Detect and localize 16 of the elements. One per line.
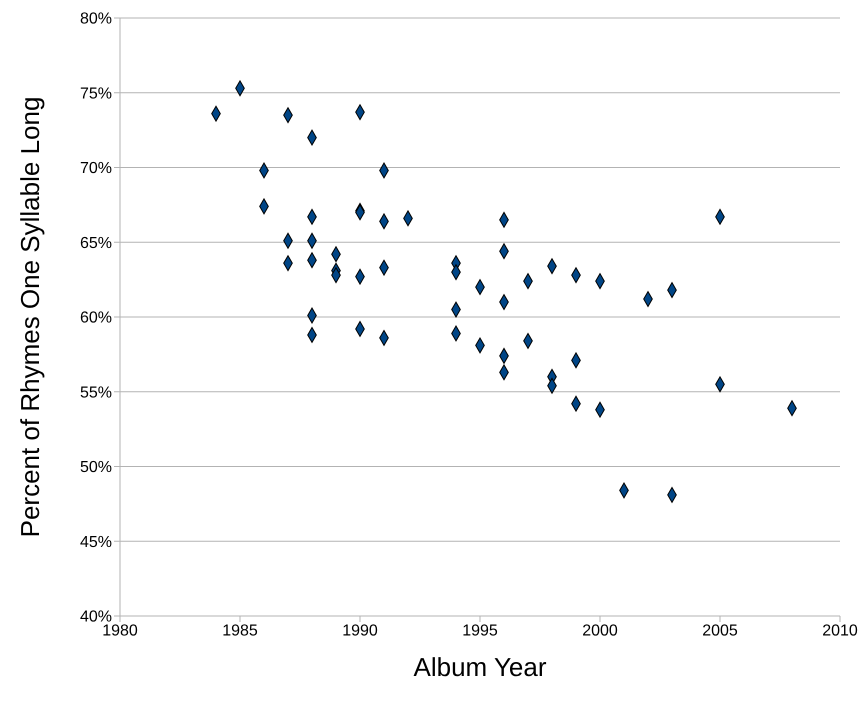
x-tick-label: 1985: [222, 622, 258, 640]
y-tick-label: 75%: [80, 85, 112, 102]
y-tick-label: 80%: [80, 10, 112, 28]
y-tick-label: 60%: [80, 310, 112, 327]
x-tick-label: 2005: [702, 622, 738, 640]
y-axis-title: Percent of Rhymes One Syllable Long: [15, 96, 46, 538]
y-tick-label: 45%: [80, 534, 112, 551]
x-axis-title: Album Year: [414, 652, 547, 682]
x-tick-label: 1995: [462, 622, 498, 640]
y-tick-label: 55%: [80, 384, 112, 402]
x-tick-label: 1990: [342, 622, 378, 640]
x-tick-label: 2010: [822, 622, 858, 640]
x-tick-label: 2000: [582, 622, 618, 640]
y-tick-label: 70%: [80, 160, 112, 178]
y-tick-label: 50%: [80, 459, 112, 476]
y-tick-label: 65%: [80, 234, 112, 252]
